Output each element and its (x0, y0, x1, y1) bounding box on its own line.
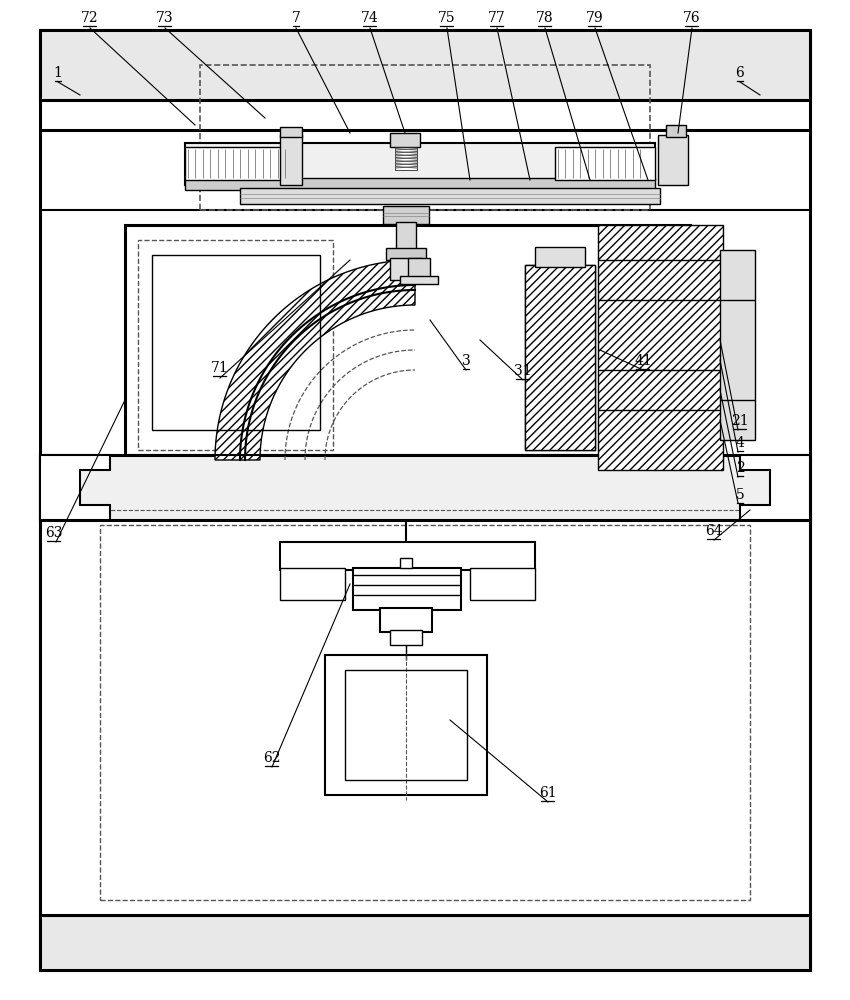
Bar (100, 525, 750, 900)
Text: 5: 5 (735, 488, 745, 502)
Bar (325, 655, 487, 795)
Bar (345, 670, 467, 780)
Bar (390, 133, 420, 147)
Bar (280, 135, 302, 185)
Bar (396, 222, 416, 250)
Bar (666, 125, 686, 137)
Bar (353, 568, 461, 610)
Bar (720, 250, 755, 440)
Bar (380, 608, 432, 632)
Bar (40, 30, 810, 100)
Bar (598, 225, 723, 470)
Text: 4: 4 (735, 436, 745, 450)
Text: 21: 21 (731, 414, 749, 428)
Bar (390, 630, 422, 645)
Bar (400, 276, 438, 284)
Bar (152, 255, 320, 430)
Bar (525, 265, 595, 450)
Bar (470, 568, 535, 600)
Text: 78: 78 (536, 11, 554, 25)
Bar (280, 127, 302, 137)
Bar (390, 258, 422, 280)
Bar (383, 206, 429, 224)
Text: 64: 64 (706, 524, 722, 538)
Bar (386, 248, 426, 260)
Text: 72: 72 (82, 11, 99, 25)
Text: 76: 76 (683, 11, 700, 25)
Text: 61: 61 (539, 786, 557, 800)
Text: 2: 2 (735, 461, 745, 475)
Text: 75: 75 (439, 11, 456, 25)
Polygon shape (740, 455, 810, 520)
Bar (408, 258, 430, 280)
Bar (395, 147, 417, 170)
Bar (125, 225, 690, 460)
Bar (240, 188, 660, 204)
Bar (555, 147, 655, 180)
Text: 73: 73 (156, 11, 173, 25)
Text: 3: 3 (462, 354, 470, 368)
Bar (658, 135, 688, 185)
Bar (280, 542, 535, 570)
Text: 71: 71 (211, 361, 229, 375)
Text: 6: 6 (735, 66, 745, 80)
Text: 79: 79 (586, 11, 604, 25)
Text: 31: 31 (514, 364, 532, 378)
Bar (40, 455, 810, 520)
Bar (200, 65, 650, 210)
Text: 63: 63 (45, 526, 63, 540)
Bar (400, 558, 412, 568)
Polygon shape (215, 260, 415, 460)
Bar (185, 178, 655, 190)
Text: 74: 74 (361, 11, 379, 25)
Bar (40, 915, 810, 970)
Text: 62: 62 (264, 751, 280, 765)
Bar (525, 265, 595, 450)
Bar (535, 247, 585, 267)
Bar (185, 147, 300, 180)
Text: 7: 7 (292, 11, 300, 25)
Bar (138, 240, 333, 450)
Text: 77: 77 (488, 11, 506, 25)
Text: 41: 41 (634, 354, 652, 368)
Polygon shape (40, 455, 110, 520)
Bar (185, 143, 655, 185)
Bar (40, 515, 810, 915)
Bar (280, 568, 345, 600)
Text: 1: 1 (54, 66, 62, 80)
